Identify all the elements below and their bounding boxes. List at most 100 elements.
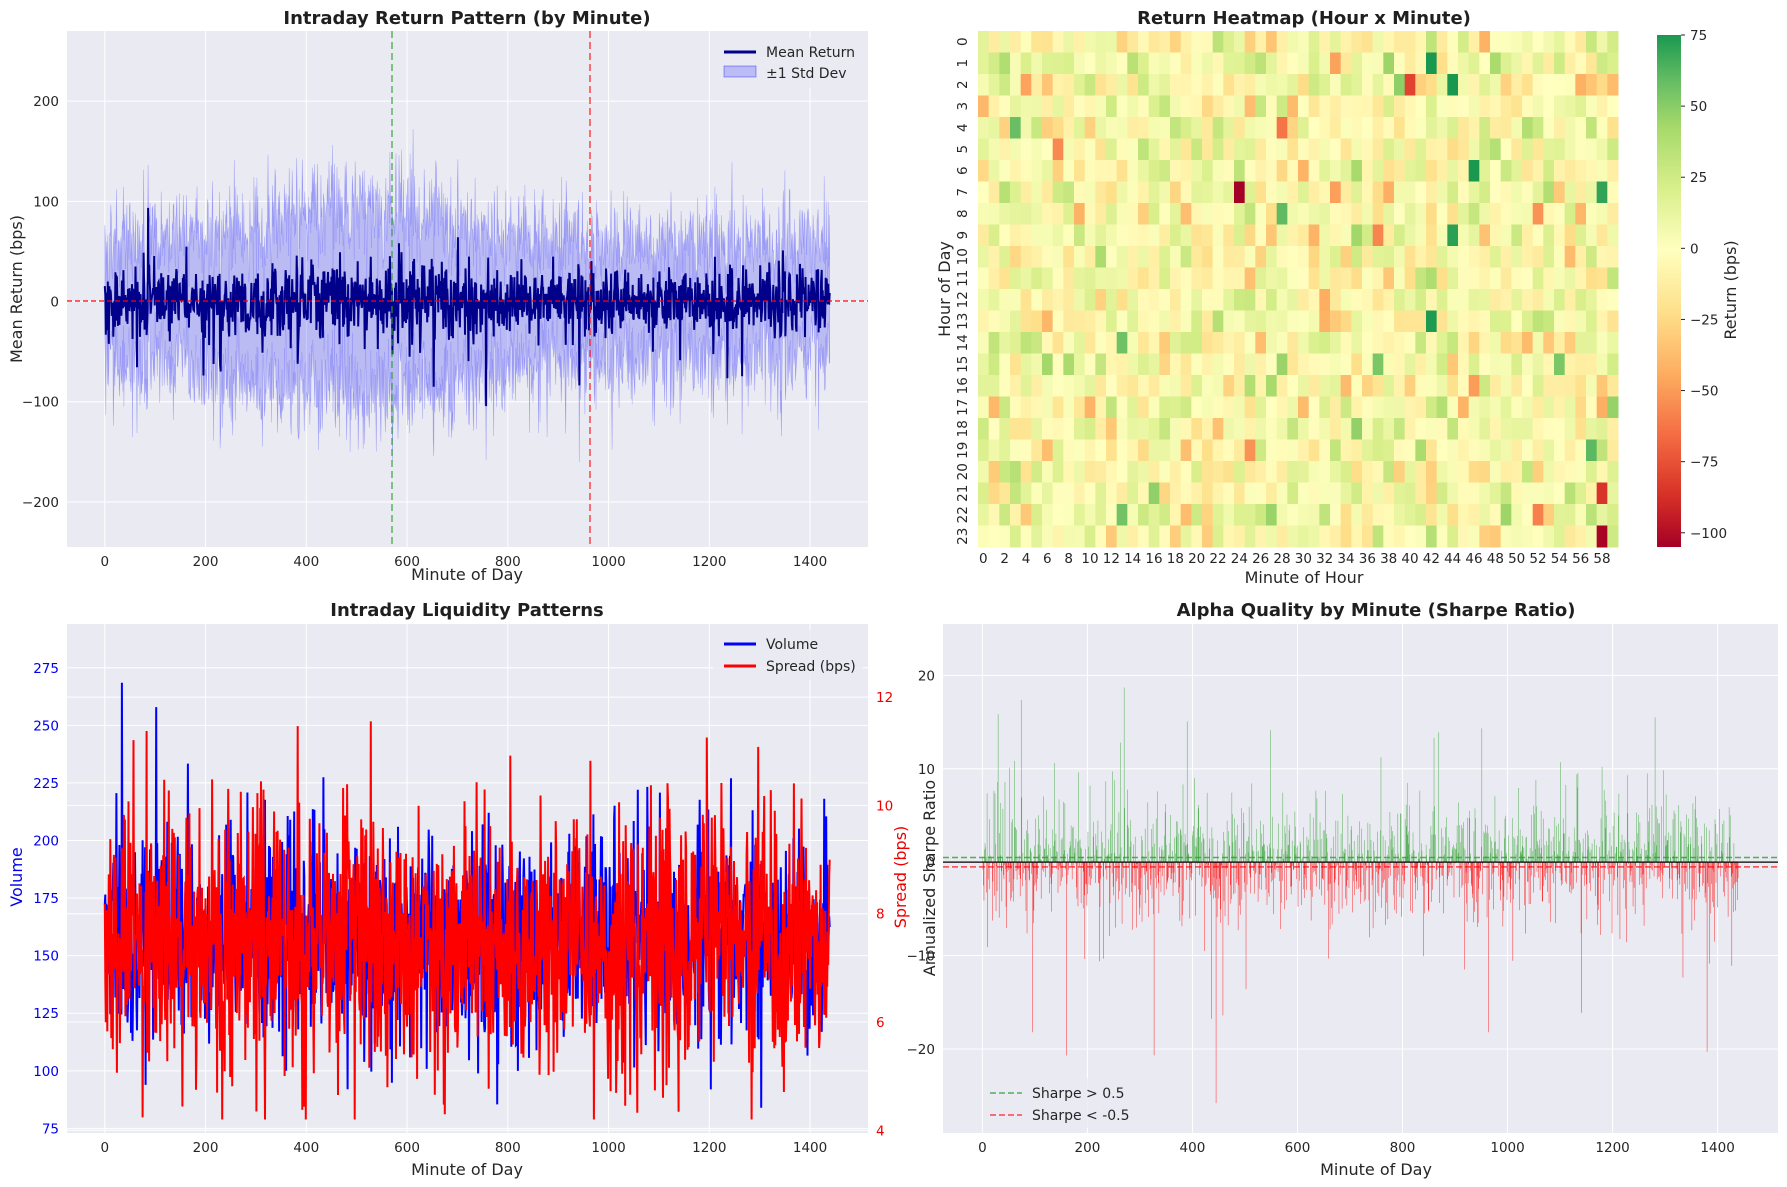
heatmap-cell	[1522, 396, 1534, 419]
heatmap-cell	[1095, 138, 1107, 161]
heatmap-cell	[1084, 203, 1096, 225]
heatmap-cell	[1266, 160, 1278, 182]
heatmap-cell	[1244, 267, 1256, 290]
heatmap-cell	[1223, 461, 1235, 483]
heatmap-cell	[1607, 504, 1619, 526]
heatmap-cell	[1234, 160, 1246, 182]
heatmap-cell	[1095, 396, 1107, 419]
heatmap-cell	[1010, 138, 1022, 161]
heatmap-cell	[1383, 439, 1395, 462]
heatmap-cell	[1511, 181, 1523, 204]
heatmap-cell	[1554, 396, 1566, 419]
heatmap-cell	[1500, 439, 1512, 462]
heatmap-cell	[1383, 396, 1395, 419]
heatmap-cell	[1404, 289, 1416, 311]
heatmap-cell	[1170, 95, 1182, 118]
heatmap-cell	[999, 375, 1011, 397]
heatmap-cell	[1095, 482, 1107, 505]
heatmap-cell	[1404, 375, 1416, 397]
heatmap-cell	[1351, 439, 1363, 462]
heatmap-cell	[1052, 117, 1064, 139]
heatmap-cell	[1255, 482, 1267, 505]
sharpe-bars	[982, 687, 1739, 1104]
heatmap-cell	[1191, 439, 1203, 462]
heatmap-cell	[1010, 160, 1022, 182]
heatmap-cell	[1266, 74, 1278, 96]
heatmap-cell	[1074, 160, 1086, 182]
heatmap-cell	[1575, 482, 1587, 505]
heatmap-cell	[1180, 310, 1192, 333]
heatmap-cell	[1564, 74, 1576, 96]
heatmap-cell	[1372, 353, 1384, 376]
heatmap-cell	[1607, 203, 1619, 225]
heatmap-cell	[1276, 439, 1288, 462]
heatmap-cell	[1298, 310, 1310, 333]
heatmap-cell	[1191, 461, 1203, 483]
liquidity-legend: Volume Spread (bps)	[713, 630, 863, 680]
heatmap-cell	[1479, 482, 1491, 505]
heatmap-cell	[1138, 525, 1150, 548]
return-heatmap-panel: 0 2 4 6 8 10 12 14 16 18 20 22 24 26 28 30 32 34 36 38 40 42 4…	[935, 8, 1740, 587]
heatmap-cell	[1426, 461, 1438, 483]
heatmap-cell	[1127, 418, 1139, 440]
heatmap-cell	[1084, 117, 1096, 139]
heatmap-x-tick-label: 26	[1252, 551, 1269, 567]
heatmap-x-tick-label: 28	[1273, 551, 1290, 567]
heatmap-cell	[1170, 375, 1182, 397]
heatmap-cell	[1191, 181, 1203, 204]
heatmap-cell	[1511, 289, 1523, 311]
heatmap-cell	[1212, 504, 1224, 526]
heatmap-cell	[1340, 418, 1352, 440]
heatmap-cell	[1127, 31, 1139, 53]
heatmap-cell	[1479, 439, 1491, 462]
heatmap-cell	[1074, 203, 1086, 225]
heatmap-cell	[1575, 332, 1587, 354]
heatmap-cell	[1095, 310, 1107, 333]
heatmap-cell	[1084, 181, 1096, 204]
heatmap-cell	[1276, 353, 1288, 376]
heatmap-cell	[1244, 289, 1256, 311]
heatmap-cell	[999, 289, 1011, 311]
heatmap-y-tick-label: 10	[955, 248, 971, 265]
mean-return-line	[103, 207, 831, 407]
heatmap-cell	[1436, 74, 1448, 96]
heatmap-cell	[1596, 138, 1608, 161]
heatmap-cell	[1244, 461, 1256, 483]
heatmap-cell	[988, 52, 1000, 75]
heatmap-cell	[1170, 353, 1182, 376]
heatmap-cell	[1010, 525, 1022, 548]
x-tick-label: 600	[394, 554, 420, 570]
heatmap-cell	[1052, 332, 1064, 354]
heatmap-cell	[1362, 160, 1374, 182]
heatmap-cell	[1372, 246, 1384, 268]
heatmap-cell	[1447, 396, 1459, 419]
heatmap-cell	[1063, 289, 1075, 311]
heatmap-cell	[1404, 267, 1416, 290]
heatmap-cell	[1362, 439, 1374, 462]
x-tick-label: 1400	[793, 1140, 827, 1156]
heatmap-cell	[1554, 181, 1566, 204]
y-tick-label: −200	[22, 495, 59, 511]
heatmap-cell	[1148, 375, 1160, 397]
heatmap-x-tick-label: 44	[1444, 551, 1461, 567]
heatmap-cell	[1362, 31, 1374, 53]
heatmap-x-tick-label: 42	[1423, 551, 1440, 567]
heatmap-cell	[1116, 375, 1128, 397]
heatmap-cell	[1351, 289, 1363, 311]
heatmap-cell	[1063, 267, 1075, 290]
heatmap-cell	[1244, 396, 1256, 419]
heatmap-cell	[1426, 95, 1438, 118]
heatmap-cell	[1543, 267, 1555, 290]
heatmap-cell	[1074, 289, 1086, 311]
heatmap-cell	[1596, 439, 1608, 462]
heatmap-cell	[1596, 224, 1608, 247]
heatmap-cell	[1180, 525, 1192, 548]
heatmap-cell	[1415, 160, 1427, 182]
heatmap-cell	[999, 267, 1011, 290]
heatmap-cell	[1543, 138, 1555, 161]
heatmap-cell	[1191, 310, 1203, 333]
heatmap-cell	[1394, 439, 1406, 462]
heatmap-cell	[1159, 461, 1171, 483]
heatmap-cell	[1010, 332, 1022, 354]
